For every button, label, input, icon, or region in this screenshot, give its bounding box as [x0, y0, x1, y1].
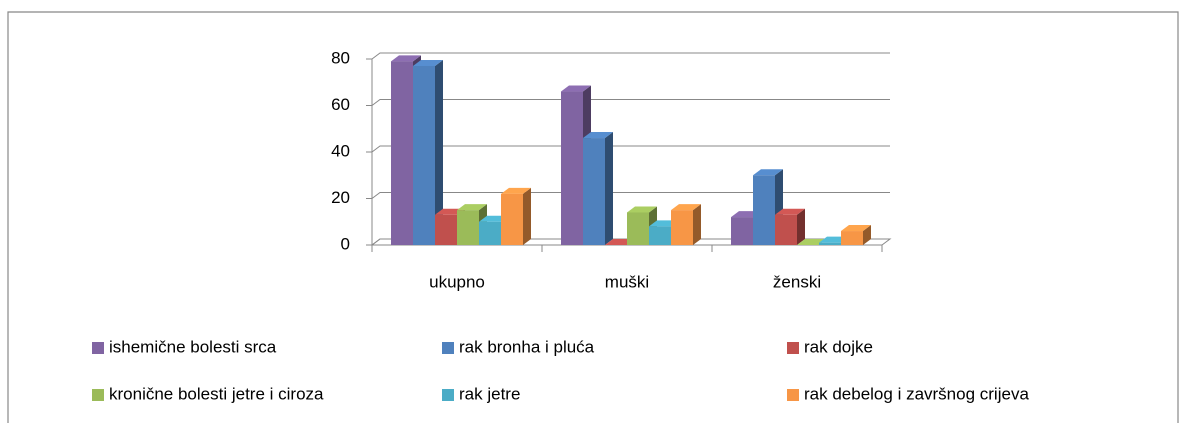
- bar-front: [731, 217, 753, 245]
- bar-top: [841, 225, 871, 232]
- bar-front: [413, 65, 435, 245]
- y-tick-label: 0: [341, 234, 350, 253]
- bar: [413, 59, 443, 245]
- grid-line: [371, 192, 890, 199]
- bar-side: [523, 187, 531, 245]
- bar-top: [501, 187, 531, 194]
- bar-front: [561, 91, 583, 245]
- bar-top: [391, 55, 421, 62]
- grid-line: [371, 52, 890, 60]
- legend-label: rak dojke: [804, 337, 873, 356]
- bar-side: [797, 208, 805, 245]
- bar: [583, 132, 613, 245]
- y-tick-label: 60: [331, 95, 350, 114]
- bar-front: [649, 226, 671, 245]
- bar-top: [627, 206, 657, 213]
- bar-side: [435, 59, 443, 245]
- bar-side: [605, 132, 613, 245]
- bar-front: [479, 221, 501, 245]
- legend-label: rak bronha i pluća: [459, 337, 595, 356]
- y-tick-label: 20: [331, 188, 350, 207]
- legend-label: rak debelog i završnog crijeva: [804, 384, 1029, 403]
- grid-line: [371, 99, 890, 106]
- bar-top: [457, 204, 487, 211]
- legend-label: ishemične bolesti srca: [109, 337, 277, 356]
- bar-top: [753, 169, 783, 176]
- legend-swatch: [442, 389, 454, 401]
- x-tick-label: muški: [605, 272, 649, 291]
- bar: [671, 204, 701, 245]
- bar-front: [627, 212, 649, 245]
- legend-swatch: [92, 389, 104, 401]
- legend-label: rak jetre: [459, 384, 520, 403]
- y-tick-label: 80: [331, 48, 350, 67]
- legend-swatch: [787, 342, 799, 354]
- bar: [501, 187, 531, 245]
- bar-top: [671, 204, 701, 211]
- bar-front: [841, 231, 863, 245]
- x-tick-label: ženski: [773, 272, 821, 291]
- chart-frame: [7, 11, 1179, 423]
- bar: [775, 208, 805, 245]
- legend-label: kronične bolesti jetre i ciroza: [109, 384, 324, 403]
- bar-side: [863, 225, 871, 245]
- bar-front: [753, 175, 775, 245]
- bar-top: [583, 132, 613, 139]
- x-tick-label: ukupno: [429, 272, 485, 291]
- legend-swatch: [442, 342, 454, 354]
- bar-front: [501, 193, 523, 245]
- grid-line: [371, 145, 890, 153]
- legend-swatch: [787, 389, 799, 401]
- bar-front: [435, 214, 457, 245]
- y-tick-label: 40: [331, 141, 350, 160]
- bar-top: [775, 208, 805, 215]
- legend-swatch: [92, 342, 104, 354]
- bar-front: [775, 214, 797, 245]
- bar-front: [819, 242, 841, 245]
- bar-front: [583, 138, 605, 245]
- bar-side: [693, 204, 701, 245]
- bar-front: [671, 210, 693, 245]
- bar-front: [391, 61, 413, 246]
- bar-front: [457, 210, 479, 245]
- bar: [841, 225, 871, 245]
- bar-top: [413, 59, 443, 66]
- bar-top: [561, 85, 591, 92]
- grid-line: [371, 238, 890, 246]
